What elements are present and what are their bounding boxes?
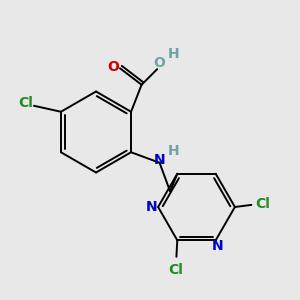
Text: H: H xyxy=(168,144,180,158)
Text: H: H xyxy=(168,46,179,61)
Text: O: O xyxy=(154,56,166,70)
Text: Cl: Cl xyxy=(168,263,183,277)
Text: N: N xyxy=(212,239,223,253)
Text: Cl: Cl xyxy=(255,197,270,211)
Text: N: N xyxy=(146,200,157,214)
Text: N: N xyxy=(154,153,165,167)
Text: O: O xyxy=(107,60,119,74)
Text: Cl: Cl xyxy=(18,96,33,110)
